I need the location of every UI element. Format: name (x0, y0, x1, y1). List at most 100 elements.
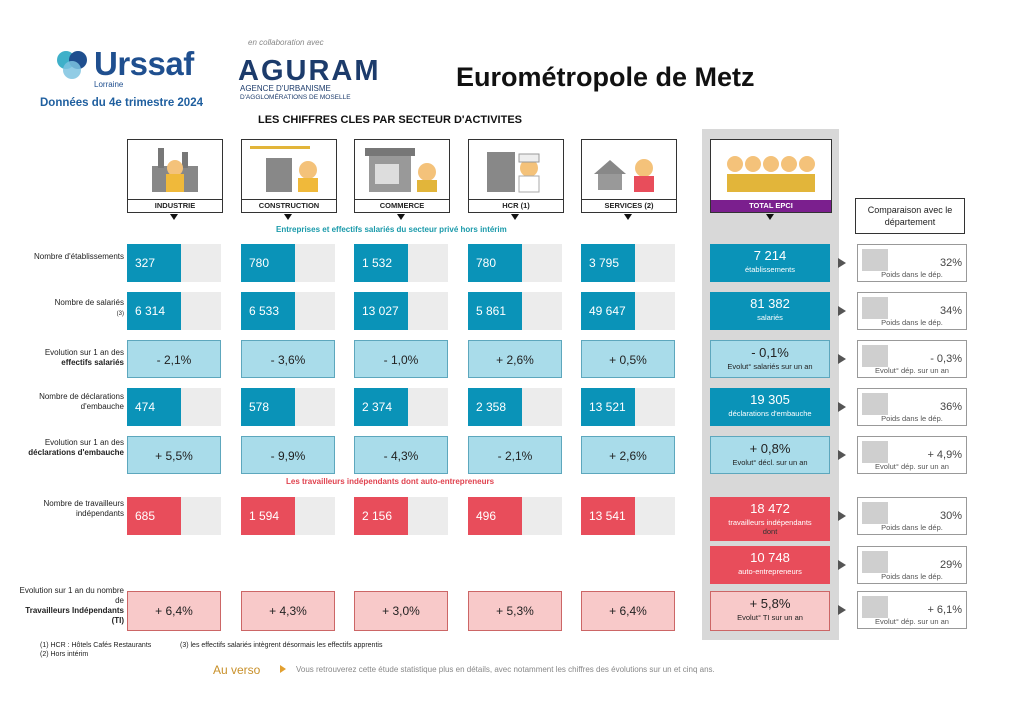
total-evti: + 5,8% Evolut° TI sur un an (710, 591, 830, 631)
verso-arrow-icon (280, 665, 286, 673)
footnote-2: (2) Hors intérim (40, 651, 89, 658)
building-icon (295, 244, 335, 282)
value: 780 (476, 256, 497, 270)
comp-value: + 6,1% (927, 604, 962, 616)
row-label-note: (3) (116, 311, 124, 317)
comp-value: 36% (939, 401, 962, 413)
cell-ti: 685 (127, 497, 221, 535)
people-icon (408, 497, 448, 535)
weight-icon (862, 249, 888, 271)
house-icon (635, 244, 675, 282)
comp-evti: + 6,1% Evolut° dép. sur un an (857, 591, 967, 629)
document-icon (408, 388, 448, 426)
total-label: TOTAL EPCI (711, 200, 831, 212)
arrow-right-icon (838, 450, 846, 460)
comp-ti: 30% Poids dans le dép. (857, 497, 967, 535)
crane-icon (250, 146, 318, 192)
sector-label: HCR (1) (469, 199, 563, 212)
comp-value: 30% (939, 510, 962, 522)
date-line: Données du 4e trimestre 2024 (40, 97, 203, 109)
shop-icon (408, 244, 448, 282)
cell-etab: 1 532 (354, 244, 448, 282)
total-value: + 5,8% (749, 596, 791, 611)
value: 6 533 (249, 304, 280, 318)
sector-label: COMMERCE (355, 199, 449, 212)
footnotes-left: (1) HCR : Hôtels Cafés Restaurants (2) H… (40, 641, 151, 659)
comp-sub: Poids dans le dép. (881, 318, 943, 327)
value: 3 795 (589, 256, 620, 270)
cell-sal: 5 861 (468, 292, 562, 330)
sector-hcr: HCR (1) (468, 139, 564, 213)
comp-sub: Evolut° dép. sur un an (875, 366, 949, 375)
cell-sal: 6 314 (127, 292, 221, 330)
cell-etab: 780 (468, 244, 562, 282)
arrow-down-icon (170, 214, 178, 220)
comp-value: - 0,3% (930, 353, 962, 365)
verso-text: Vous retrouverez cette étude statistique… (296, 665, 715, 674)
logo-sub: Lorraine (94, 80, 124, 89)
arrow-down-icon (397, 214, 405, 220)
sector-services: SERVICES (2) (581, 139, 677, 213)
people-icon (522, 497, 562, 535)
total-sub: Evolut° décl. sur un an (732, 458, 808, 467)
sector-label: CONSTRUCTION (242, 199, 336, 212)
people-icon (522, 292, 562, 330)
page-subtitle: LES CHIFFRES CLES PAR SECTEUR D'ACTIVITE… (258, 114, 522, 126)
total-sal: 81 382 salariés (710, 292, 830, 330)
cell-ti: 13 541 (581, 497, 675, 535)
trend-chart-icon (862, 596, 888, 618)
cell-evsal: - 3,6% (241, 340, 335, 378)
services-icon (594, 159, 654, 192)
people-icon (181, 497, 221, 535)
row-label-bold: effectifs salariés (61, 358, 124, 367)
people-icon (635, 497, 675, 535)
collab-text: en collaboration avec (248, 38, 324, 47)
cell-evdecl: - 2,1% (468, 436, 562, 474)
value: 1 532 (362, 256, 393, 270)
verso-label: Au verso (213, 663, 261, 677)
comp-evsal: - 0,3% Evolut° dép. sur un an (857, 340, 967, 378)
cell-etab: 780 (241, 244, 335, 282)
weight-icon (862, 551, 888, 573)
cell-ti: 2 156 (354, 497, 448, 535)
aguram-subtitle: AGENCE D'URBANISME D'AGGLOMÉRATIONS DE M… (240, 84, 380, 102)
total-evdecl: + 0,8% Evolut° décl. sur un an (710, 436, 830, 474)
hotel-icon (522, 244, 562, 282)
value: 474 (135, 400, 156, 414)
factory-icon (152, 148, 198, 192)
value: 496 (476, 509, 497, 523)
value: 780 (249, 256, 270, 270)
total-decl: 19 305 déclarations d'embauche (710, 388, 830, 426)
document-icon (181, 388, 221, 426)
cell-sal: 13 027 (354, 292, 448, 330)
cell-decl: 2 374 (354, 388, 448, 426)
arrow-right-icon (838, 605, 846, 615)
comp-sub: Poids dans le dép. (881, 270, 943, 279)
row-label-evti: Evolution sur 1 an du nombre de Travaille… (14, 586, 124, 626)
sector-label: SERVICES (2) (582, 199, 676, 212)
logo-text: Urssaf (94, 45, 194, 82)
arrow-right-icon (838, 402, 846, 412)
cell-decl: 578 (241, 388, 335, 426)
cell-evdecl: - 9,9% (241, 436, 335, 474)
arrow-right-icon (838, 306, 846, 316)
total-ae: 10 748 auto-entrepreneurs (710, 546, 830, 584)
cell-etab: 3 795 (581, 244, 675, 282)
total-ti: 18 472 travailleurs indépendants dont (710, 497, 830, 541)
total-sub: établissements (744, 265, 796, 274)
comp-sub: Poids dans le dép. (881, 572, 943, 581)
people-group-icon (727, 156, 815, 192)
arrow-down-icon (284, 214, 292, 220)
row-label-ti: Nombre de travailleurs indépendants (43, 499, 124, 518)
aguram-sub-1: AGENCE D'URBANISME (240, 84, 331, 93)
total-value: + 0,8% (749, 441, 791, 456)
comp-sub: Evolut° dép. sur un an (875, 462, 949, 471)
value: 685 (135, 509, 156, 523)
comp-value: 32% (939, 257, 962, 269)
arrow-right-icon (838, 511, 846, 521)
comp-decl: 36% Poids dans le dép. (857, 388, 967, 426)
total-value: 19 305 (750, 392, 790, 407)
factory-icon (181, 244, 221, 282)
cell-evti: + 6,4% (581, 591, 675, 631)
people-icon (408, 292, 448, 330)
